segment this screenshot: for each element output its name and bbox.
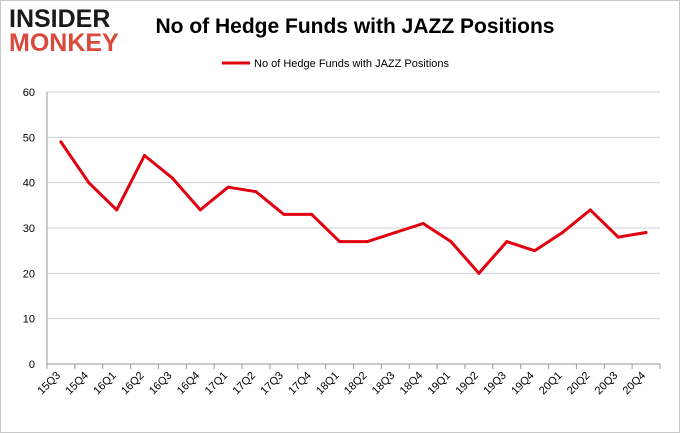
y-tick-label: 50 [23, 132, 35, 144]
data-point [393, 231, 397, 235]
x-tick-label: 16Q3 [147, 370, 175, 398]
x-tick-label: 17Q4 [286, 370, 314, 398]
x-tick-label: 20Q2 [565, 370, 593, 398]
y-tick-label: 60 [23, 87, 35, 99]
series-line [59, 140, 648, 275]
y-tick-label: 10 [23, 314, 35, 326]
x-tick-label: 19Q1 [426, 370, 454, 398]
data-point [282, 212, 286, 216]
data-point [310, 212, 314, 216]
data-point [560, 231, 564, 235]
x-tick-label: 18Q2 [342, 370, 370, 398]
data-point [449, 240, 453, 244]
data-point [644, 231, 648, 235]
x-tick-label: 20Q4 [621, 370, 649, 398]
data-point [226, 185, 230, 189]
insider-monkey-logo: INSIDER MONKEY [9, 7, 131, 59]
x-tick-label: 19Q2 [453, 370, 481, 398]
y-tick-label: 20 [23, 268, 35, 280]
x-tick-label: 15Q4 [63, 370, 91, 398]
data-point [421, 221, 425, 225]
data-point [254, 190, 258, 194]
logo-line-2: MONKEY [9, 29, 119, 57]
x-tick-label: 16Q1 [91, 370, 119, 398]
x-tick-label: 18Q4 [398, 370, 426, 398]
y-tick-label: 0 [29, 359, 35, 371]
data-point [87, 181, 91, 185]
x-tick-label: 20Q3 [593, 370, 621, 398]
data-point [365, 240, 369, 244]
x-tick-label: 20Q1 [537, 370, 565, 398]
x-tick-label: 19Q3 [481, 370, 509, 398]
data-point [588, 208, 592, 212]
x-tick-label: 16Q2 [119, 370, 147, 398]
y-tick-label: 40 [23, 178, 35, 190]
logo-line-1: INSIDER [9, 5, 111, 33]
data-point [143, 153, 147, 157]
chart-title: No of Hedge Funds with JAZZ Positions [155, 15, 555, 38]
data-point [477, 271, 481, 275]
legend-label: No of Hedge Funds with JAZZ Positions [254, 58, 450, 70]
data-point [533, 249, 537, 253]
x-tick-label: 18Q3 [370, 370, 398, 398]
data-point [59, 140, 63, 144]
x-tick-label: 17Q1 [203, 370, 231, 398]
data-point [616, 235, 620, 239]
x-tick-label: 18Q1 [314, 370, 342, 398]
x-tick-label: 16Q4 [175, 370, 203, 398]
x-tick-label: 17Q2 [231, 370, 259, 398]
data-point [198, 208, 202, 212]
data-point [170, 176, 174, 180]
x-tick-label: 19Q4 [509, 370, 537, 398]
data-point [505, 240, 509, 244]
x-tick-label: 17Q3 [258, 370, 286, 398]
data-point [338, 240, 342, 244]
y-tick-label: 30 [23, 223, 35, 235]
data-point [115, 208, 119, 212]
x-tick-label: 15Q3 [36, 370, 64, 398]
